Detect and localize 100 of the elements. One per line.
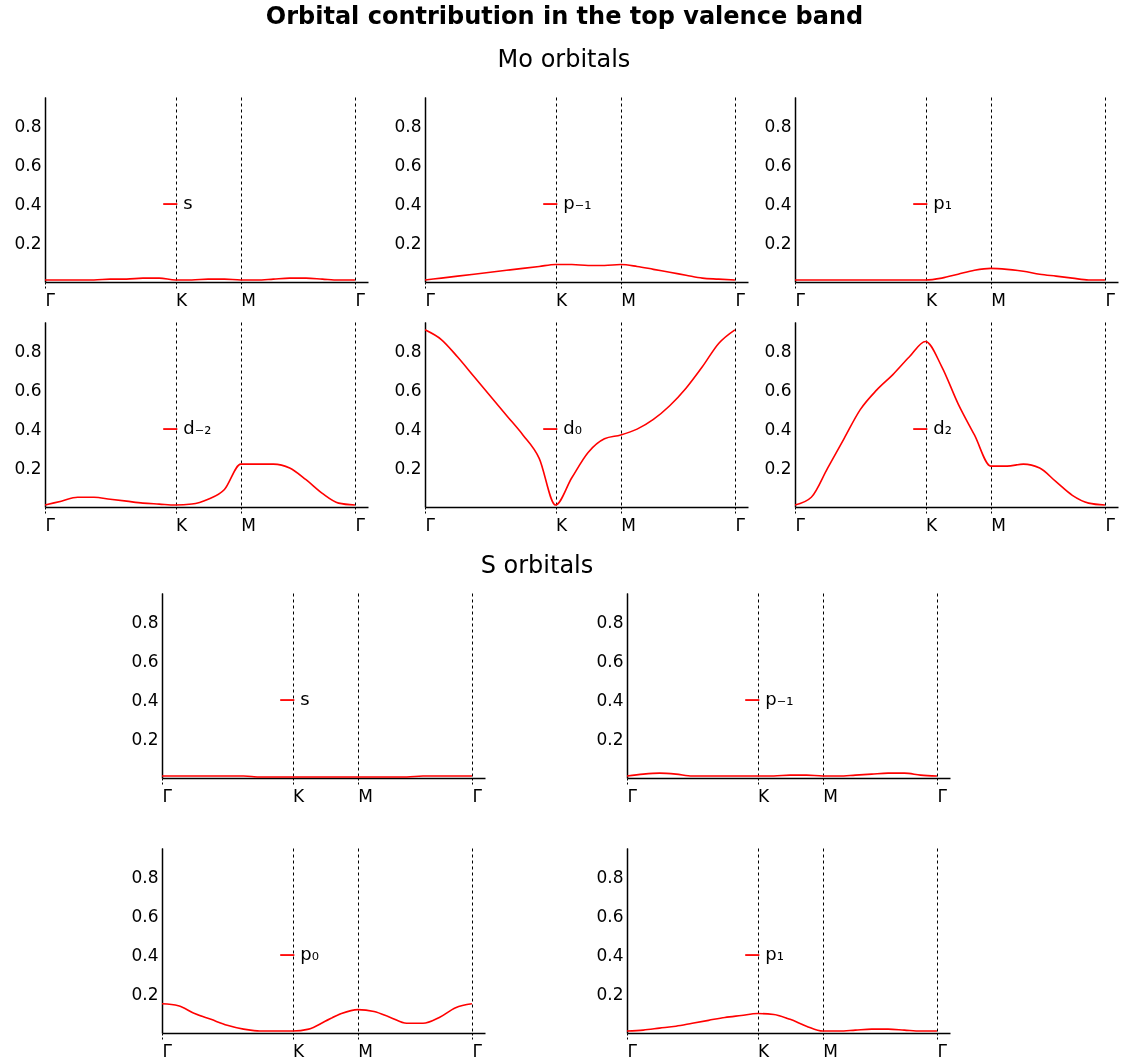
y-tick-label: 0.6 [394,379,422,400]
x-tick-label: Γ [937,1040,948,1057]
y-tick-label: 0.4 [14,418,42,439]
y-tick-label: 0.2 [764,457,792,478]
legend-label: d₋₂ [183,417,212,439]
x-tick-label: Γ [1105,289,1116,310]
x-tick-label: M [823,1040,838,1057]
line-series [627,1012,938,1032]
y-tick-label: 0.8 [764,115,792,136]
y-tick-label: 0.4 [596,944,624,965]
x-tick-label: K [926,514,939,535]
x-tick-label: Γ [795,289,806,310]
x-tick-label: Γ [162,1040,173,1057]
y-tick-label: 0.6 [131,905,159,926]
y-tick-label: 0.8 [596,866,624,887]
y-tick-label: 0.2 [596,728,624,749]
x-tick-label: K [556,514,569,535]
x-tick-label: K [926,289,939,310]
x-tick-label: M [241,514,256,535]
x-tick-label: M [991,514,1006,535]
x-tick-label: M [621,514,636,535]
y-tick-label: 0.4 [596,689,624,710]
y-tick-label: 0.4 [131,689,159,710]
y-tick-label: 0.8 [14,115,42,136]
y-tick-label: 0.8 [596,611,624,632]
y-tick-label: 0.6 [14,154,42,175]
y-tick-label: 0.8 [14,340,42,361]
y-tick-label: 0.4 [394,418,422,439]
x-tick-label: Γ [425,289,436,310]
y-tick-label: 0.8 [394,340,422,361]
x-tick-label: Γ [45,514,56,535]
x-tick-label: M [991,289,1006,310]
x-tick-label: Γ [1105,514,1116,535]
legend-label: s [183,192,193,214]
y-tick-label: 0.2 [14,232,42,253]
y-tick-label: 0.8 [131,866,159,887]
y-tick-label: 0.4 [131,944,159,965]
x-tick-label: K [293,785,306,806]
legend-label: p₋₁ [765,688,794,710]
line-series [795,340,1106,506]
x-tick-label: Γ [355,289,366,310]
x-tick-label: K [758,785,771,806]
y-tick-label: 0.2 [394,457,422,478]
legend-label: p₀ [300,943,319,965]
x-tick-label: Γ [627,785,638,806]
y-tick-label: 0.8 [394,115,422,136]
line-series [162,1002,473,1032]
y-tick-label: 0.8 [131,611,159,632]
x-tick-label: M [621,289,636,310]
y-tick-label: 0.2 [131,983,159,1004]
x-tick-label: K [176,289,189,310]
y-tick-label: 0.6 [596,650,624,671]
line-series [425,328,736,506]
x-tick-label: K [758,1040,771,1057]
line-series [425,263,736,281]
legend-label: p₁ [933,192,952,214]
line-series [795,267,1106,281]
x-tick-label: K [176,514,189,535]
text: S orbitals [479,551,595,579]
x-tick-label: Γ [735,289,746,310]
y-tick-label: 0.2 [131,728,159,749]
text: Orbital contribution in the top valence band [264,2,865,30]
y-tick-label: 0.4 [764,193,792,214]
y-tick-label: 0.2 [596,983,624,1004]
y-tick-label: 0.8 [764,340,792,361]
chart-subtitle: Mo orbitals [496,45,632,73]
x-tick-label: Γ [472,785,483,806]
x-tick-label: Γ [735,514,746,535]
y-tick-label: 0.6 [131,650,159,671]
y-tick-label: 0.2 [14,457,42,478]
x-tick-label: Γ [425,514,436,535]
y-tick-label: 0.6 [764,154,792,175]
x-tick-label: Γ [937,785,948,806]
x-tick-label: K [293,1040,306,1057]
x-tick-label: K [556,289,569,310]
y-tick-label: 0.2 [394,232,422,253]
x-tick-label: Γ [355,514,366,535]
x-tick-label: M [358,785,373,806]
x-tick-label: Γ [795,514,806,535]
x-tick-label: Γ [472,1040,483,1057]
y-tick-label: 0.6 [14,379,42,400]
x-tick-label: Γ [627,1040,638,1057]
legend-label: d₀ [563,417,582,439]
y-tick-label: 0.4 [14,193,42,214]
x-tick-label: M [241,289,256,310]
y-tick-label: 0.6 [596,905,624,926]
y-tick-label: 0.6 [764,379,792,400]
x-tick-label: M [823,785,838,806]
line-series [45,463,356,506]
legend-label: d₂ [933,417,952,439]
x-tick-label: Γ [162,785,173,806]
legend-label: p₋₁ [563,192,592,214]
y-tick-label: 0.4 [764,418,792,439]
x-tick-label: M [358,1040,373,1057]
x-tick-label: Γ [45,289,56,310]
y-tick-label: 0.6 [394,154,422,175]
legend-label: s [300,688,310,710]
y-tick-label: 0.2 [764,232,792,253]
legend-label: p₁ [765,943,784,965]
y-tick-label: 0.4 [394,193,422,214]
